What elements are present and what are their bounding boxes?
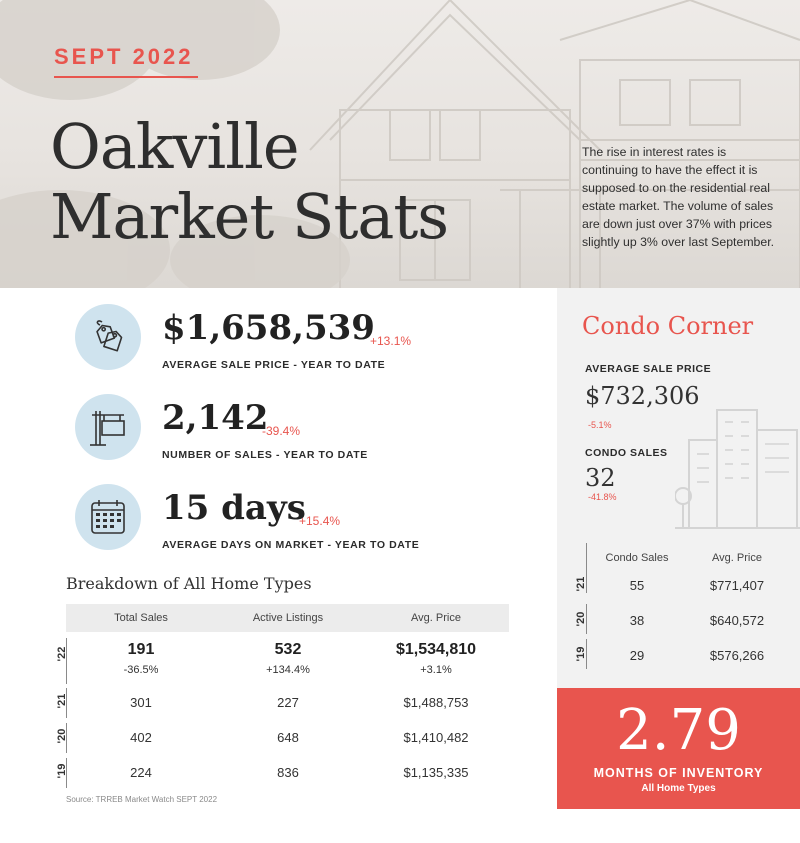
condo-row-divider-line — [586, 639, 587, 669]
price-tag-icon — [96, 320, 123, 352]
stat-change: -39.4% — [262, 424, 301, 438]
calendar-icon — [91, 500, 125, 534]
city-buildings-icon — [675, 409, 800, 529]
breakdown-title: Breakdown of All Home Types — [66, 574, 312, 593]
condo-column-header-avg-price: Avg. Price — [712, 552, 762, 564]
page-title: Oakville Market Stats — [50, 110, 449, 253]
total-sales-cell: 402 — [130, 730, 152, 745]
avg-price-cell: $1,488,753 — [403, 695, 469, 710]
stat-value: $1,658,539 — [162, 308, 375, 348]
condo-avg-price-cell: $576,266 — [709, 648, 765, 663]
stat-value: 2,142 — [162, 398, 269, 438]
inventory-box: 2.79 MONTHS OF INVENTORY All Home Types — [557, 688, 800, 809]
condo-sales-change: -41.8% — [588, 492, 617, 502]
source-note: Source: TRREB Market Watch SEPT 2022 — [66, 795, 218, 804]
active-listings-cell: 836 — [277, 765, 299, 780]
condo-sales-cell: 29 — [629, 648, 645, 663]
row-divider-line — [66, 723, 67, 753]
row-divider-line — [66, 758, 67, 788]
condo-column-header-sales: Condo Sales — [605, 552, 669, 564]
stat-icon-circle — [75, 304, 141, 370]
stat-value: 15 days — [162, 488, 306, 528]
condo-corner-panel: Condo Corner AVERAGE SALE PRICE $732,306… — [557, 288, 800, 688]
condo-sales-cell: 55 — [629, 578, 645, 593]
condo-avg-price-cell: $640,572 — [709, 613, 765, 628]
column-header-total-sales: Total Sales — [114, 612, 168, 624]
stat-label: AVERAGE SALE PRICE - YEAR TO DATE — [162, 359, 386, 371]
active-listings-cell: 648 — [277, 730, 299, 745]
condo-avg-price: $732,306 — [585, 382, 700, 410]
avg-price-cell: $1,135,335 — [403, 765, 469, 780]
current-avg-price: $1,534,810 — [395, 641, 477, 658]
stat-change: +15.4% — [299, 514, 341, 528]
row-divider-line — [66, 638, 67, 684]
row-divider-line — [66, 688, 67, 718]
stat-label: NUMBER OF SALES - YEAR TO DATE — [162, 449, 368, 461]
intro-text: The rise in interest rates is continuing… — [582, 145, 775, 249]
report-month: SEPT 2022 — [54, 44, 194, 69]
condo-row-divider-line — [586, 543, 587, 593]
condo-row-divider-line — [586, 604, 587, 634]
title-line-2: Market Stats — [50, 180, 449, 253]
months-of-inventory-sublabel: All Home Types — [641, 783, 716, 794]
condo-avg-price-change: -5.1% — [588, 420, 612, 430]
stat-icon-circle — [75, 484, 141, 550]
column-header-avg-price: Avg. Price — [411, 612, 461, 624]
condo-sales: 32 — [585, 464, 616, 492]
current-avg-price-change: +3.1% — [420, 664, 452, 676]
stat-icon-circle — [75, 394, 141, 460]
stat-label: AVERAGE DAYS ON MARKET - YEAR TO DATE — [162, 539, 420, 551]
total-sales-cell: 224 — [130, 765, 152, 780]
house-background-image — [0, 0, 800, 288]
condo-avg-price-cell: $771,407 — [709, 578, 765, 593]
months-of-inventory-label: MONTHS OF INVENTORY — [593, 766, 764, 780]
current-active-listings-change: +134.4% — [266, 664, 310, 676]
total-sales-cell: 301 — [130, 695, 152, 710]
current-active-listings: 532 — [274, 641, 302, 658]
current-total-sales-change: -36.5% — [123, 664, 159, 676]
condo-sales-cell: 38 — [629, 613, 645, 628]
months-of-inventory-value: 2.79 — [616, 698, 741, 763]
condo-corner-title: Condo Corner — [582, 312, 754, 340]
sale-sign-icon — [90, 411, 125, 446]
condo-avg-price-label: AVERAGE SALE PRICE — [585, 363, 712, 375]
current-total-sales: 191 — [127, 641, 155, 658]
condo-sales-label: CONDO SALES — [585, 447, 668, 459]
hero-banner: SEPT 2022 Oakville Market Stats The rise… — [0, 0, 800, 288]
stat-change: +13.1% — [370, 334, 412, 348]
month-underline — [54, 76, 198, 78]
avg-price-cell: $1,410,482 — [403, 730, 469, 745]
title-line-1: Oakville — [50, 110, 300, 183]
column-header-active-listings: Active Listings — [252, 612, 324, 624]
active-listings-cell: 227 — [277, 695, 299, 710]
breakdown-header-row: Total Sales Active Listings Avg. Price — [66, 604, 509, 632]
